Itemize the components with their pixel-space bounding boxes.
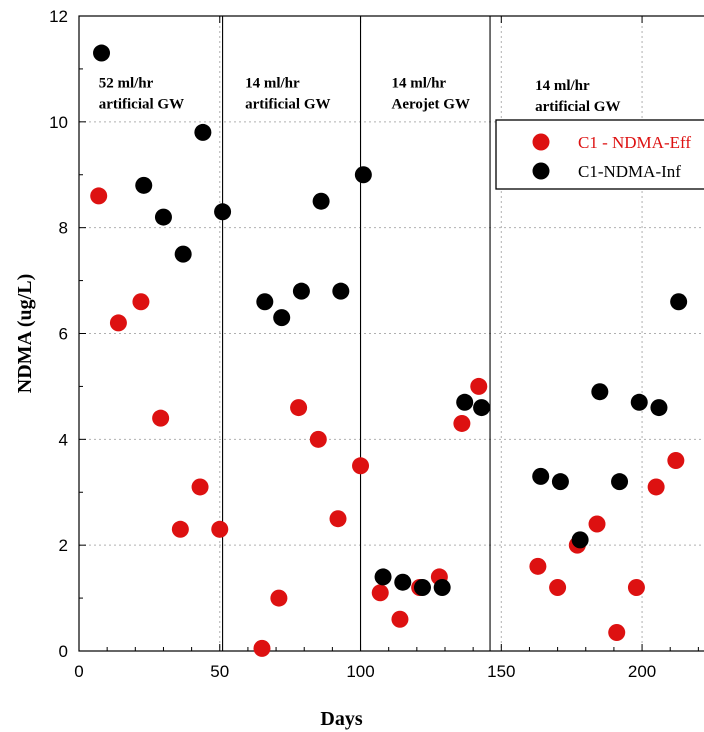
phase-label-rate: 14 ml/hr [535,78,590,94]
y-tick-label: 4 [59,430,68,449]
data-point [394,573,412,591]
data-point [667,452,685,469]
y-tick-label: 10 [49,113,68,132]
phase-labels: 52 ml/hr artificial GW 14 ml/hr artificial … [99,75,621,115]
phase-label-medium: artificial GW [535,99,620,115]
data-point [352,457,370,475]
data-point [627,579,645,596]
phase-label-medium: Aerojet GW [392,96,470,112]
phase-label-medium: artificial GW [245,96,330,112]
phase-label-rate: 14 ml/hr [392,75,447,91]
data-point [413,579,431,596]
y-tick-label: 6 [59,325,68,344]
data-point [194,123,212,141]
x-tick-label: 200 [628,662,656,681]
data-point [549,579,567,596]
y-tick-label: 12 [49,7,68,26]
data-point [551,473,569,491]
data-point [473,399,491,417]
legend-label: C1-NDMA-Inf [578,162,681,181]
data-point [470,377,488,395]
legend-label: C1 - NDMA-Eff [578,133,691,152]
data-point [135,176,153,194]
data-point [191,478,209,496]
data-point [630,393,648,411]
data-point [90,187,108,205]
data-point [591,383,609,401]
phase-label-rate: 52 ml/hr [99,75,154,91]
data-point [391,610,409,628]
data-point [256,293,274,311]
data-point [132,293,150,311]
x-tick-label: 150 [487,662,515,681]
data-point [171,520,189,538]
data-point [608,623,626,641]
legend-marker [532,162,550,180]
phase-boundaries [222,16,491,651]
legend-marker [532,133,550,151]
data-point [433,579,451,596]
data-point [211,520,229,538]
phase-label-rate: 14 ml/hr [245,75,300,91]
x-tick-label: 50 [210,662,229,681]
data-point [290,399,308,417]
y-tick-label: 2 [59,536,68,555]
data-point [152,409,170,427]
data-point [332,282,350,300]
axis-ticks: 0 50 100 150 200 0 2 4 6 8 10 12 [49,7,699,681]
y-tick-label: 8 [59,219,68,238]
data-point [214,203,232,221]
data-point [571,531,589,549]
data-point [650,399,668,417]
data-point [374,568,392,586]
data-point [532,467,550,485]
data-point [253,639,271,657]
data-point [456,393,474,411]
data-point [292,282,310,300]
data-point [109,314,127,332]
y-axis-title: NDMA (ug/L) [14,274,36,393]
data-point [529,557,547,575]
data-point [371,584,389,602]
data-point [270,589,288,607]
data-point [273,309,291,327]
data-point [174,245,192,263]
legend-box [495,119,704,190]
legend: C1 - NDMA-Eff C1-NDMA-Inf [495,119,704,190]
data-point [647,478,665,496]
series-c1-ndma-eff [90,187,685,657]
data-point [154,208,172,226]
data-point [670,293,688,311]
data-points [90,44,688,657]
data-point [611,473,629,491]
data-point [329,510,347,528]
x-tick-label: 0 [74,662,83,681]
series-c1-ndma-inf [93,44,688,596]
data-point [588,515,606,533]
x-tick-label: 100 [346,662,374,681]
data-point [354,166,372,184]
data-point [309,430,327,448]
data-point [453,414,471,432]
data-point [93,44,111,62]
x-axis-title: Days [320,708,362,730]
y-tick-label: 0 [59,642,68,661]
data-point [312,192,330,210]
phase-label-medium: artificial GW [99,96,184,112]
